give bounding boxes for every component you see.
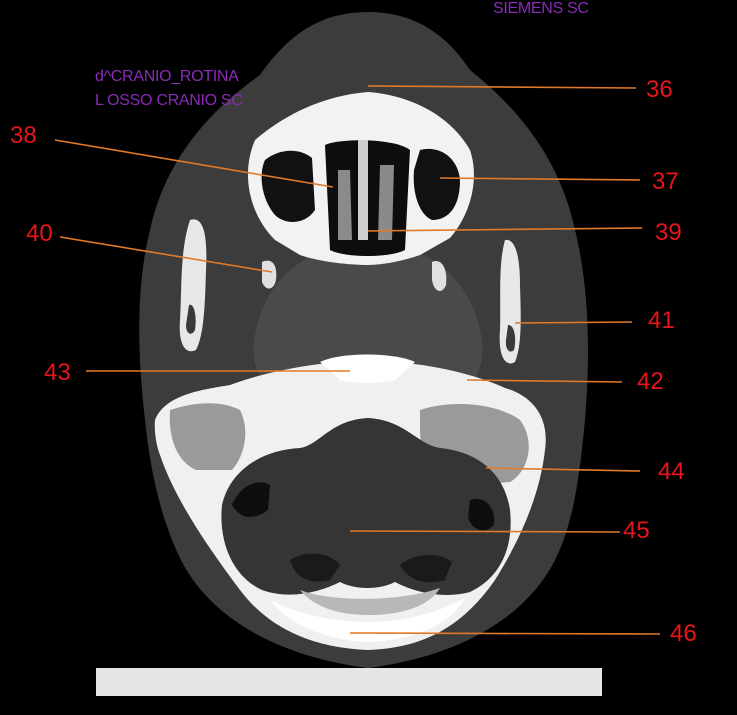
leader-line-46 [349,632,661,635]
posterior-cranial-fossa [221,418,511,595]
right-mandible-ramus [499,239,521,364]
leader-line-44 [485,467,641,472]
leader-line-38 [54,139,334,188]
nasal-septum [358,140,368,240]
label-37: 37 [652,168,679,195]
series-overlay-line1: d^CRANIO_ROTINA [95,68,239,85]
leader-line-36 [367,85,637,89]
manufacturer-overlay: SIEMENS SC [493,0,589,17]
right-maxillary-sinus [413,148,460,220]
label-40: 40 [26,220,53,247]
series-overlay-line2: L OSSO CRANIO SC [95,92,243,109]
label-39: 39 [655,219,682,246]
label-41: 41 [648,307,675,334]
left-maxillary-sinus [261,150,315,222]
leader-line-42 [466,379,623,383]
label-38: 38 [10,122,37,149]
leader-line-45 [349,530,621,533]
label-36: 36 [646,76,673,103]
label-46: 46 [670,620,697,647]
leader-line-40 [59,236,273,273]
leader-line-41 [514,321,633,324]
leader-line-37 [439,177,641,181]
label-45: 45 [623,517,650,544]
label-43: 43 [44,359,71,386]
scanner-table [96,668,602,696]
label-44: 44 [658,458,685,485]
leader-line-39 [367,227,643,232]
label-42: 42 [637,368,664,395]
left-mandible-ramus [179,219,207,352]
